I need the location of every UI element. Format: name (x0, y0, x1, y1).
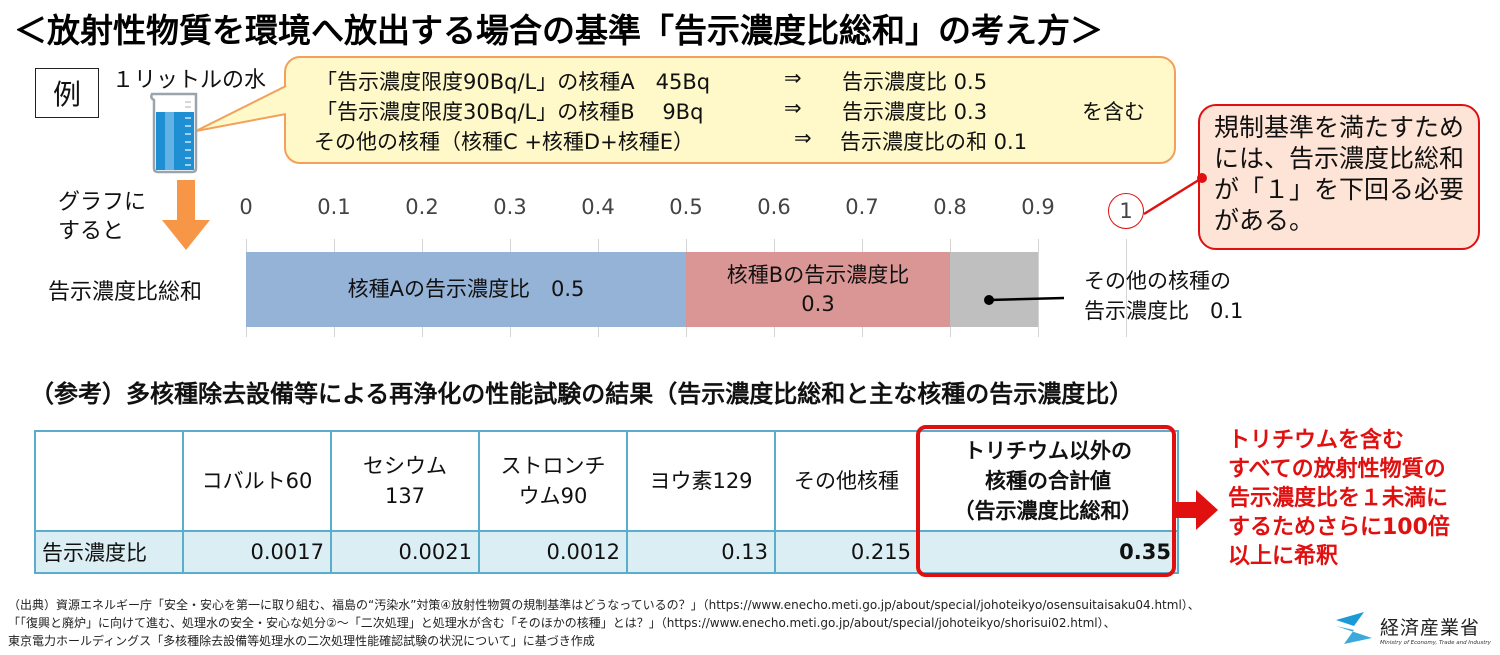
chart-category-label: 告示濃度比総和 (48, 280, 203, 305)
table-cell: 0.13 (626, 530, 776, 574)
note-line: トリチウムを含む (1228, 428, 1405, 453)
x-tick: 0.3 (493, 195, 527, 219)
graph-intro-line1: グラフに (58, 190, 147, 215)
bar-segment-nuclide-a: 核種Aの告示濃度比 0.5 (246, 252, 686, 327)
x-tick: 0.8 (933, 195, 967, 219)
table-cell: 0.0021 (330, 530, 480, 574)
graph-intro-line2: すると (58, 219, 125, 244)
column-header: コバルト60 (182, 430, 332, 532)
meti-logo-icon (1336, 612, 1372, 644)
x-tick-one-highlighted: 1 (1108, 193, 1144, 229)
page-title: ＜放射性物質を環境へ放出する場合の基準「告示濃度比総和」の考え方＞ (14, 11, 1103, 50)
x-tick: 0.4 (581, 195, 615, 219)
x-tick: 0.2 (405, 195, 439, 219)
callout-line-b-left: 「告示濃度限度30Bq/L」の核種B 9Bq (316, 100, 704, 124)
dilution-note: トリチウムを含む すべての放射性物質の 告示濃度比を１未満に するためさらに10… (1228, 426, 1450, 571)
meti-name: 経済産業省 (1380, 616, 1481, 639)
table-cell: 0.0017 (182, 530, 332, 574)
arrow-icon: ⇒ (784, 96, 802, 120)
requirement-note: 規制基準を満たすためには、告示濃度比総和が「１」を下回る必要がある。 (1198, 104, 1480, 250)
down-arrow-icon (162, 180, 210, 250)
leader-line (984, 295, 1065, 305)
column-header: セシウム 137 (330, 430, 480, 532)
graph-intro: グラフに すると (58, 188, 146, 246)
x-tick: 0.5 (669, 195, 703, 219)
table-corner (34, 430, 184, 532)
example-badge: 例 (35, 68, 99, 118)
note-line: するためさらに100倍 (1228, 515, 1450, 540)
table-row: 告示濃度比 0.0017 0.0021 0.0012 0.13 0.215 0.… (34, 530, 1179, 574)
bar-label-b-line2: 0.3 (801, 291, 835, 316)
meti-english-name: Ministry of Economy, Trade and Industry (1380, 639, 1491, 646)
bar-segment-other (950, 252, 1038, 327)
callout-line-b-right: 告示濃度比 0.3 (842, 100, 988, 124)
arrow-icon: ⇒ (794, 126, 812, 150)
meti-logo: 経済産業省 Ministry of Economy, Trade and Ind… (1334, 610, 1491, 648)
callout-line-other-right: 告示濃度比の和 0.1 (840, 130, 1028, 154)
note-line: すべての放射性物質の (1228, 457, 1446, 482)
table-cell: 0.0012 (478, 530, 628, 574)
other-label-line2: 告示濃度比 0.1 (1084, 299, 1244, 323)
contains-label: を含む (1082, 100, 1145, 124)
column-header: ヨウ素129 (626, 430, 776, 532)
stacked-bar-chart: 0 0.1 0.2 0.3 0.4 0.5 0.6 0.7 0.8 0.9 1 … (239, 193, 1166, 355)
note-line: 以上に希釈 (1228, 544, 1339, 569)
source-line: （出典）資源エネルギー庁「安全・安心を第一に取り組む、福島の“汚染水”対策④放射… (8, 598, 1200, 612)
bar-segment-nuclide-b: 核種Bの告示濃度比 0.3 (686, 252, 950, 327)
other-label-line1: その他の核種の (1084, 269, 1231, 293)
bar-label-a: 核種Aの告示濃度比 0.5 (347, 277, 585, 301)
bar-label-b-line1: 核種Bの告示濃度比 (726, 262, 910, 287)
right-arrow-icon (1176, 490, 1218, 530)
gridline (1038, 239, 1039, 337)
note-line: 告示濃度比を１未満に (1228, 486, 1449, 511)
example-callout: 「告示濃度限度90Bq/L」の核種A 45Bq ⇒ 告示濃度比 0.5 「告示濃… (284, 56, 1176, 164)
callout-line-a-right: 告示濃度比 0.5 (842, 70, 988, 94)
x-tick: 0.9 (1021, 195, 1055, 219)
column-header: ストロンチ ウム90 (478, 430, 628, 532)
column-header-total: トリチウム以外の 核種の合計値 （告示濃度比総和） (917, 430, 1179, 532)
callout-line-a-left: 「告示濃度限度90Bq/L」の核種A 45Bq (316, 70, 711, 94)
column-header: その他核種 (774, 430, 919, 532)
source-line: 東京電力ホールディングス「多核種除去設備等処理水の二次処理性能確認試験の状況につ… (8, 634, 595, 648)
other-nuclide-label: その他の核種の 告示濃度比 0.1 (1084, 266, 1243, 326)
arrow-icon: ⇒ (784, 66, 802, 90)
beaker-icon (150, 92, 198, 174)
source-line: 「「復興と廃炉」に向けて進む、処理水の安全・安心な処分②～「二次処理」と処理水が… (8, 616, 1116, 630)
callout-line-other-left: その他の核種（核種C +核種D+核種E） (314, 130, 694, 154)
x-tick: 0.6 (757, 195, 791, 219)
connector-line (1143, 173, 1207, 216)
table-cell-total: 0.35 (917, 530, 1179, 574)
gridline (1126, 239, 1127, 337)
table-cell: 0.215 (774, 530, 919, 574)
table-header-row: コバルト60 セシウム 137 ストロンチ ウム90 ヨウ素129 その他核種 … (34, 430, 1179, 532)
row-header: 告示濃度比 (34, 530, 184, 574)
x-tick: 0.1 (317, 195, 351, 219)
reference-title: （参考）多核種除去設備等による再浄化の性能試験の結果（告示濃度比総和と主な核種の… (30, 380, 1134, 408)
results-table: コバルト60 セシウム 137 ストロンチ ウム90 ヨウ素129 その他核種 … (34, 430, 1179, 574)
x-tick: 0.7 (845, 195, 879, 219)
source-citation: （出典）資源エネルギー庁「安全・安心を第一に取り組む、福島の“汚染水”対策④放射… (8, 596, 1200, 650)
x-tick: 0 (239, 195, 253, 219)
